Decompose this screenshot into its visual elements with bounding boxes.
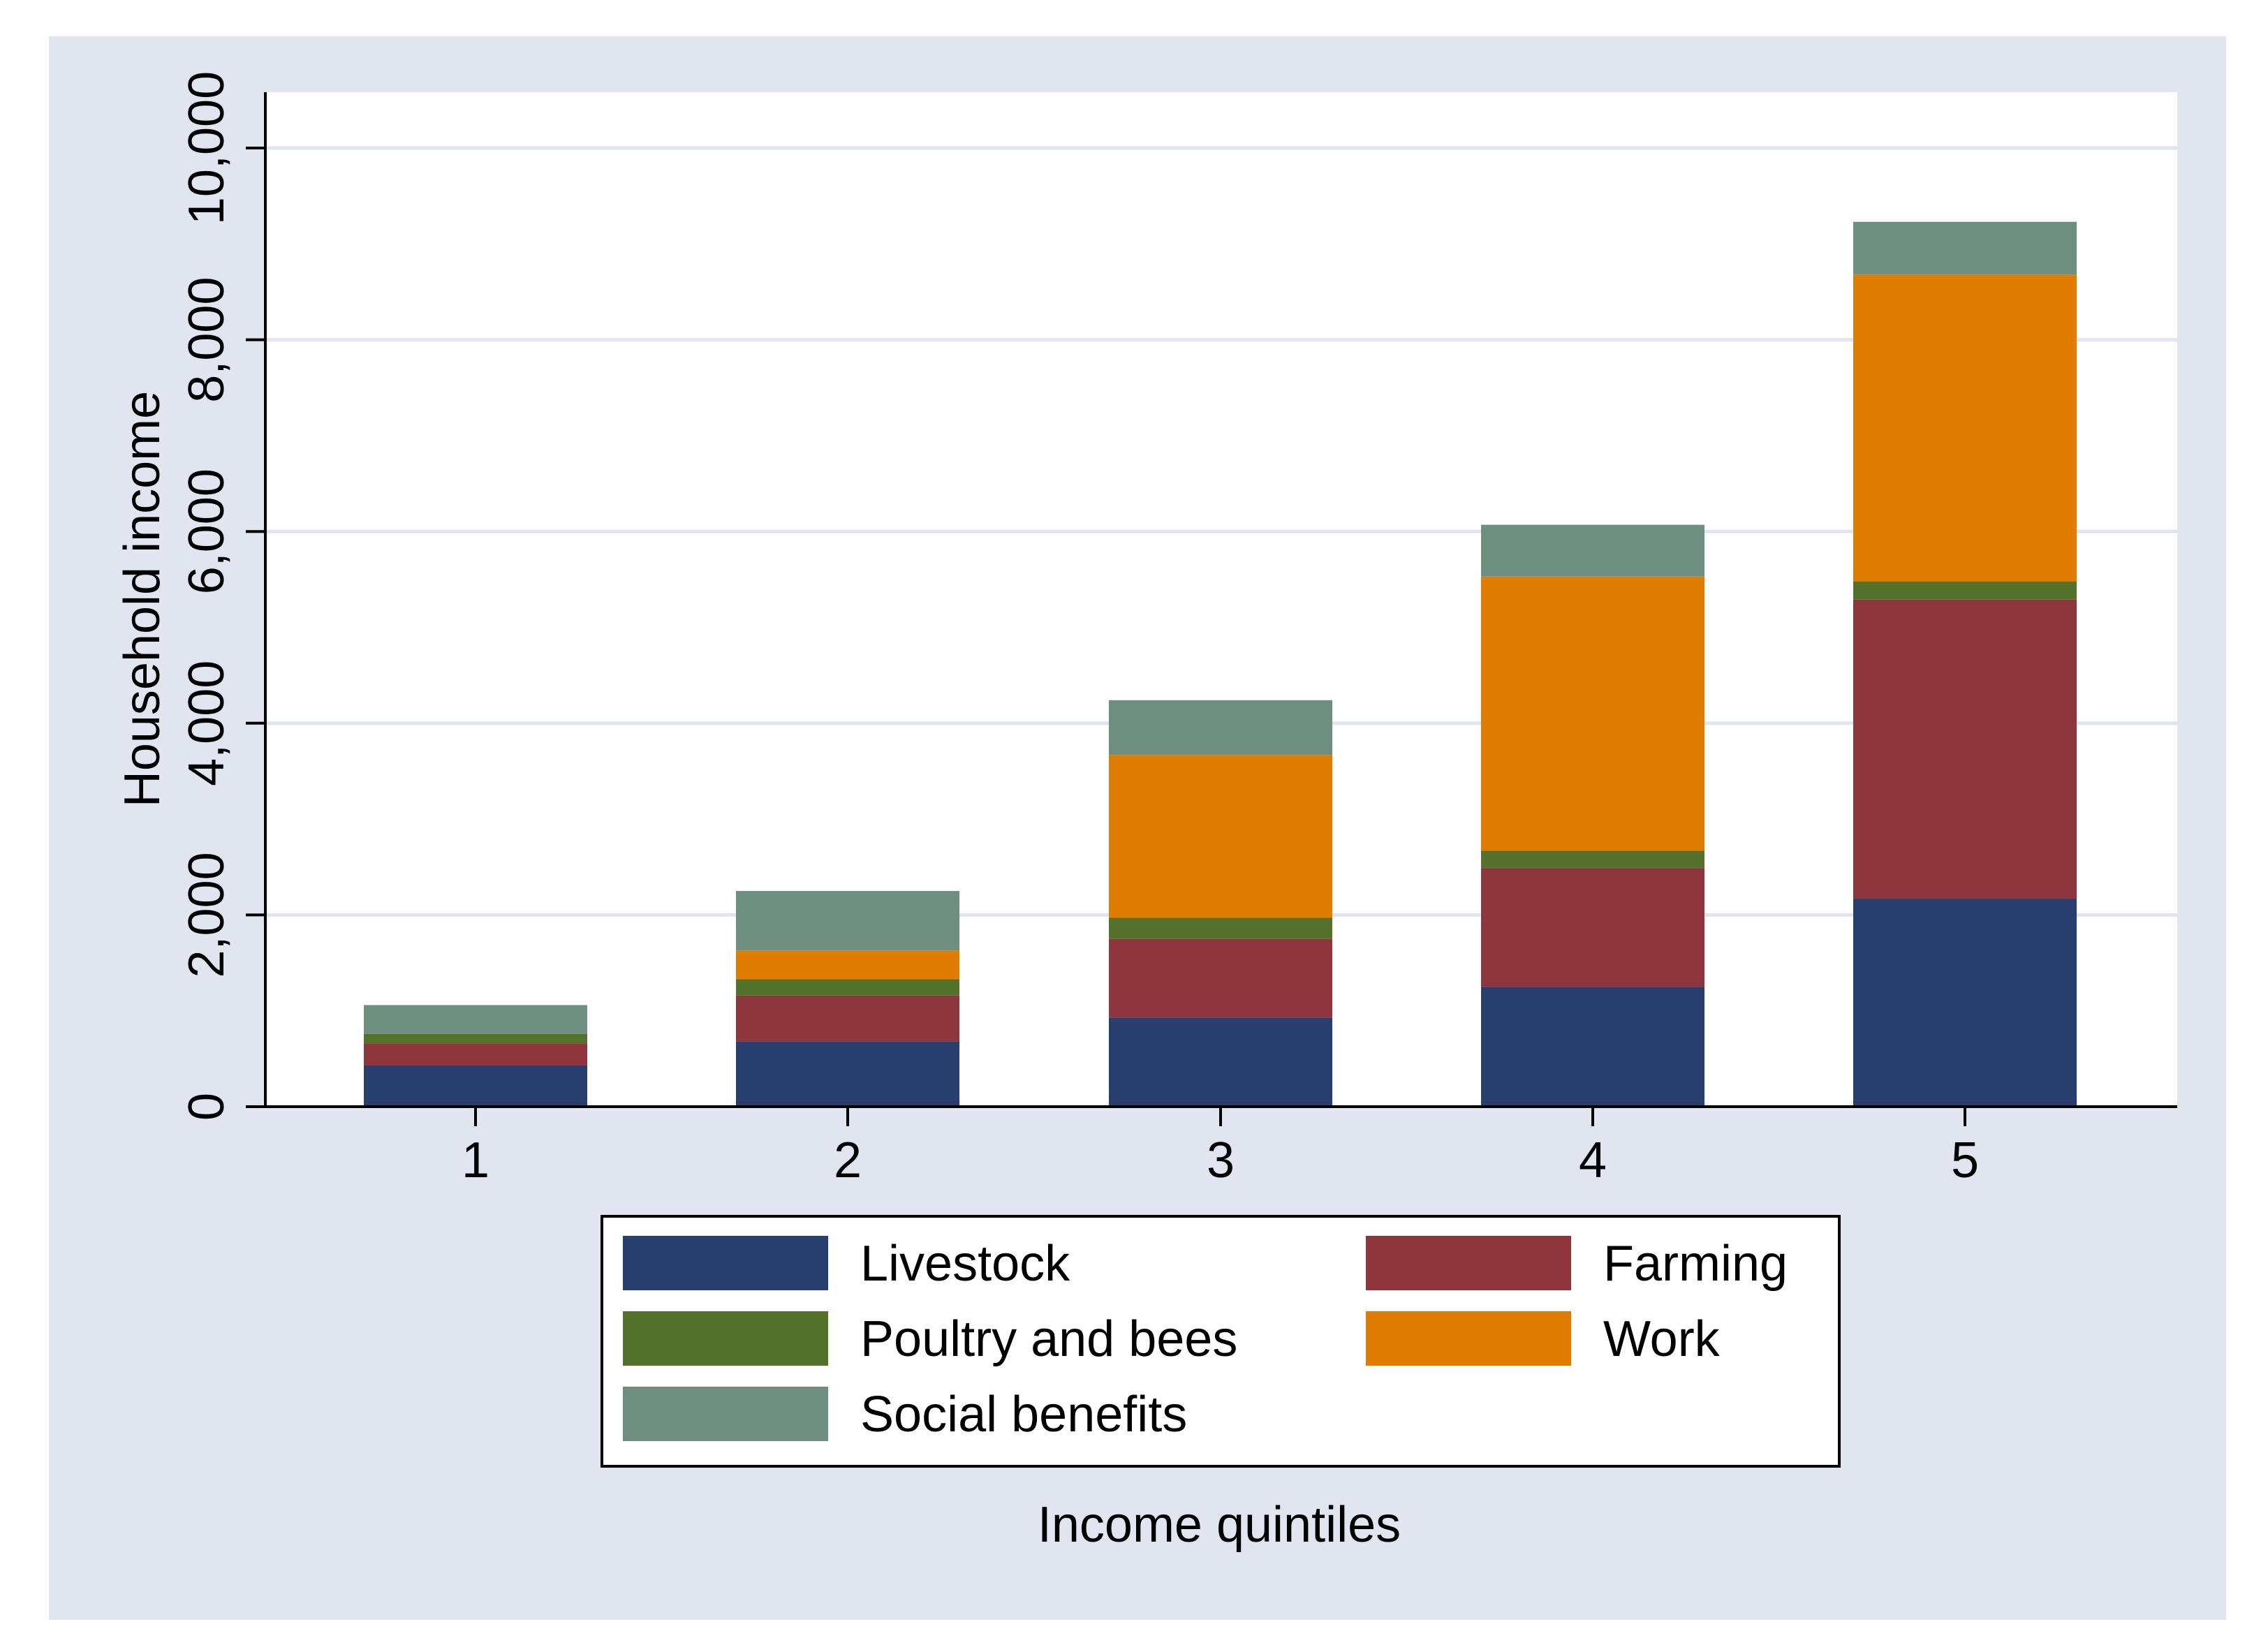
bar-segment bbox=[1853, 581, 2077, 600]
bar-segment bbox=[736, 950, 959, 980]
bar-segment bbox=[1481, 524, 1704, 577]
bar-stack-3 bbox=[1109, 700, 1332, 1107]
bar-segment bbox=[364, 1043, 587, 1065]
bar-segment bbox=[1481, 868, 1704, 987]
bar-segment bbox=[364, 1065, 587, 1107]
legend-label: Poultry and bees bbox=[860, 1311, 1237, 1367]
bar-segment bbox=[1109, 1017, 1332, 1107]
bar-segment bbox=[1109, 755, 1332, 918]
bar-segment bbox=[1109, 938, 1332, 1018]
x-tick-label: 5 bbox=[1951, 1133, 1979, 1188]
x-tick-labels: 1 2 3 4 5 bbox=[462, 1133, 1979, 1188]
bar-stack-2 bbox=[736, 891, 959, 1107]
bar-segment bbox=[1481, 850, 1704, 869]
bar-stack-4 bbox=[1481, 524, 1704, 1107]
bar-segment bbox=[1853, 221, 2077, 275]
y-tick-label: 10,000 bbox=[179, 71, 235, 225]
bar-stack-5 bbox=[1853, 221, 2077, 1107]
y-tick-label: 2,000 bbox=[179, 852, 235, 978]
legend-label: Social benefits bbox=[860, 1387, 1187, 1443]
legend: Livestock Farming Poultry and bees Work Soci… bbox=[601, 1215, 1841, 1468]
bar-segment bbox=[1109, 917, 1332, 939]
legend-label: Work bbox=[1603, 1311, 1721, 1367]
legend-swatch bbox=[623, 1236, 828, 1290]
bar-segment bbox=[1481, 987, 1704, 1107]
y-tick-label: 8,000 bbox=[179, 277, 235, 403]
legend-swatch bbox=[1366, 1236, 1571, 1290]
legend-label: Farming bbox=[1603, 1236, 1788, 1292]
bar-segment bbox=[1853, 599, 2077, 899]
axes bbox=[246, 92, 2177, 1126]
bar-stack-1 bbox=[364, 1005, 587, 1107]
y-tick-labels: 0 2,000 4,000 6,000 8,000 10,000 bbox=[179, 71, 235, 1121]
x-tick-label: 2 bbox=[834, 1133, 862, 1188]
y-tick-label: 6,000 bbox=[179, 469, 235, 594]
x-axis-title: Income quintiles bbox=[1038, 1497, 1401, 1553]
bar-stacks bbox=[364, 221, 2077, 1107]
bar-segment bbox=[364, 1005, 587, 1034]
bar-segment bbox=[1853, 274, 2077, 582]
bar-segment bbox=[364, 1033, 587, 1044]
legend-swatch bbox=[623, 1311, 828, 1366]
x-tick-label: 1 bbox=[462, 1133, 489, 1188]
bar-segment bbox=[736, 891, 959, 951]
y-axis-title: Household income bbox=[115, 391, 170, 807]
bar-segment bbox=[736, 995, 959, 1042]
y-tick-label: 4,000 bbox=[179, 661, 235, 786]
x-tick-label: 3 bbox=[1207, 1133, 1235, 1188]
bar-segment bbox=[1109, 700, 1332, 755]
bar-segment bbox=[1853, 899, 2077, 1107]
y-tick-label: 0 bbox=[179, 1093, 235, 1121]
bar-segment bbox=[736, 1041, 959, 1107]
legend-swatch bbox=[1366, 1311, 1571, 1366]
x-tick-label: 4 bbox=[1579, 1133, 1607, 1188]
bar-segment bbox=[736, 979, 959, 996]
legend-swatch bbox=[623, 1387, 828, 1441]
legend-label: Livestock bbox=[860, 1236, 1070, 1292]
bar-segment bbox=[1481, 576, 1704, 851]
